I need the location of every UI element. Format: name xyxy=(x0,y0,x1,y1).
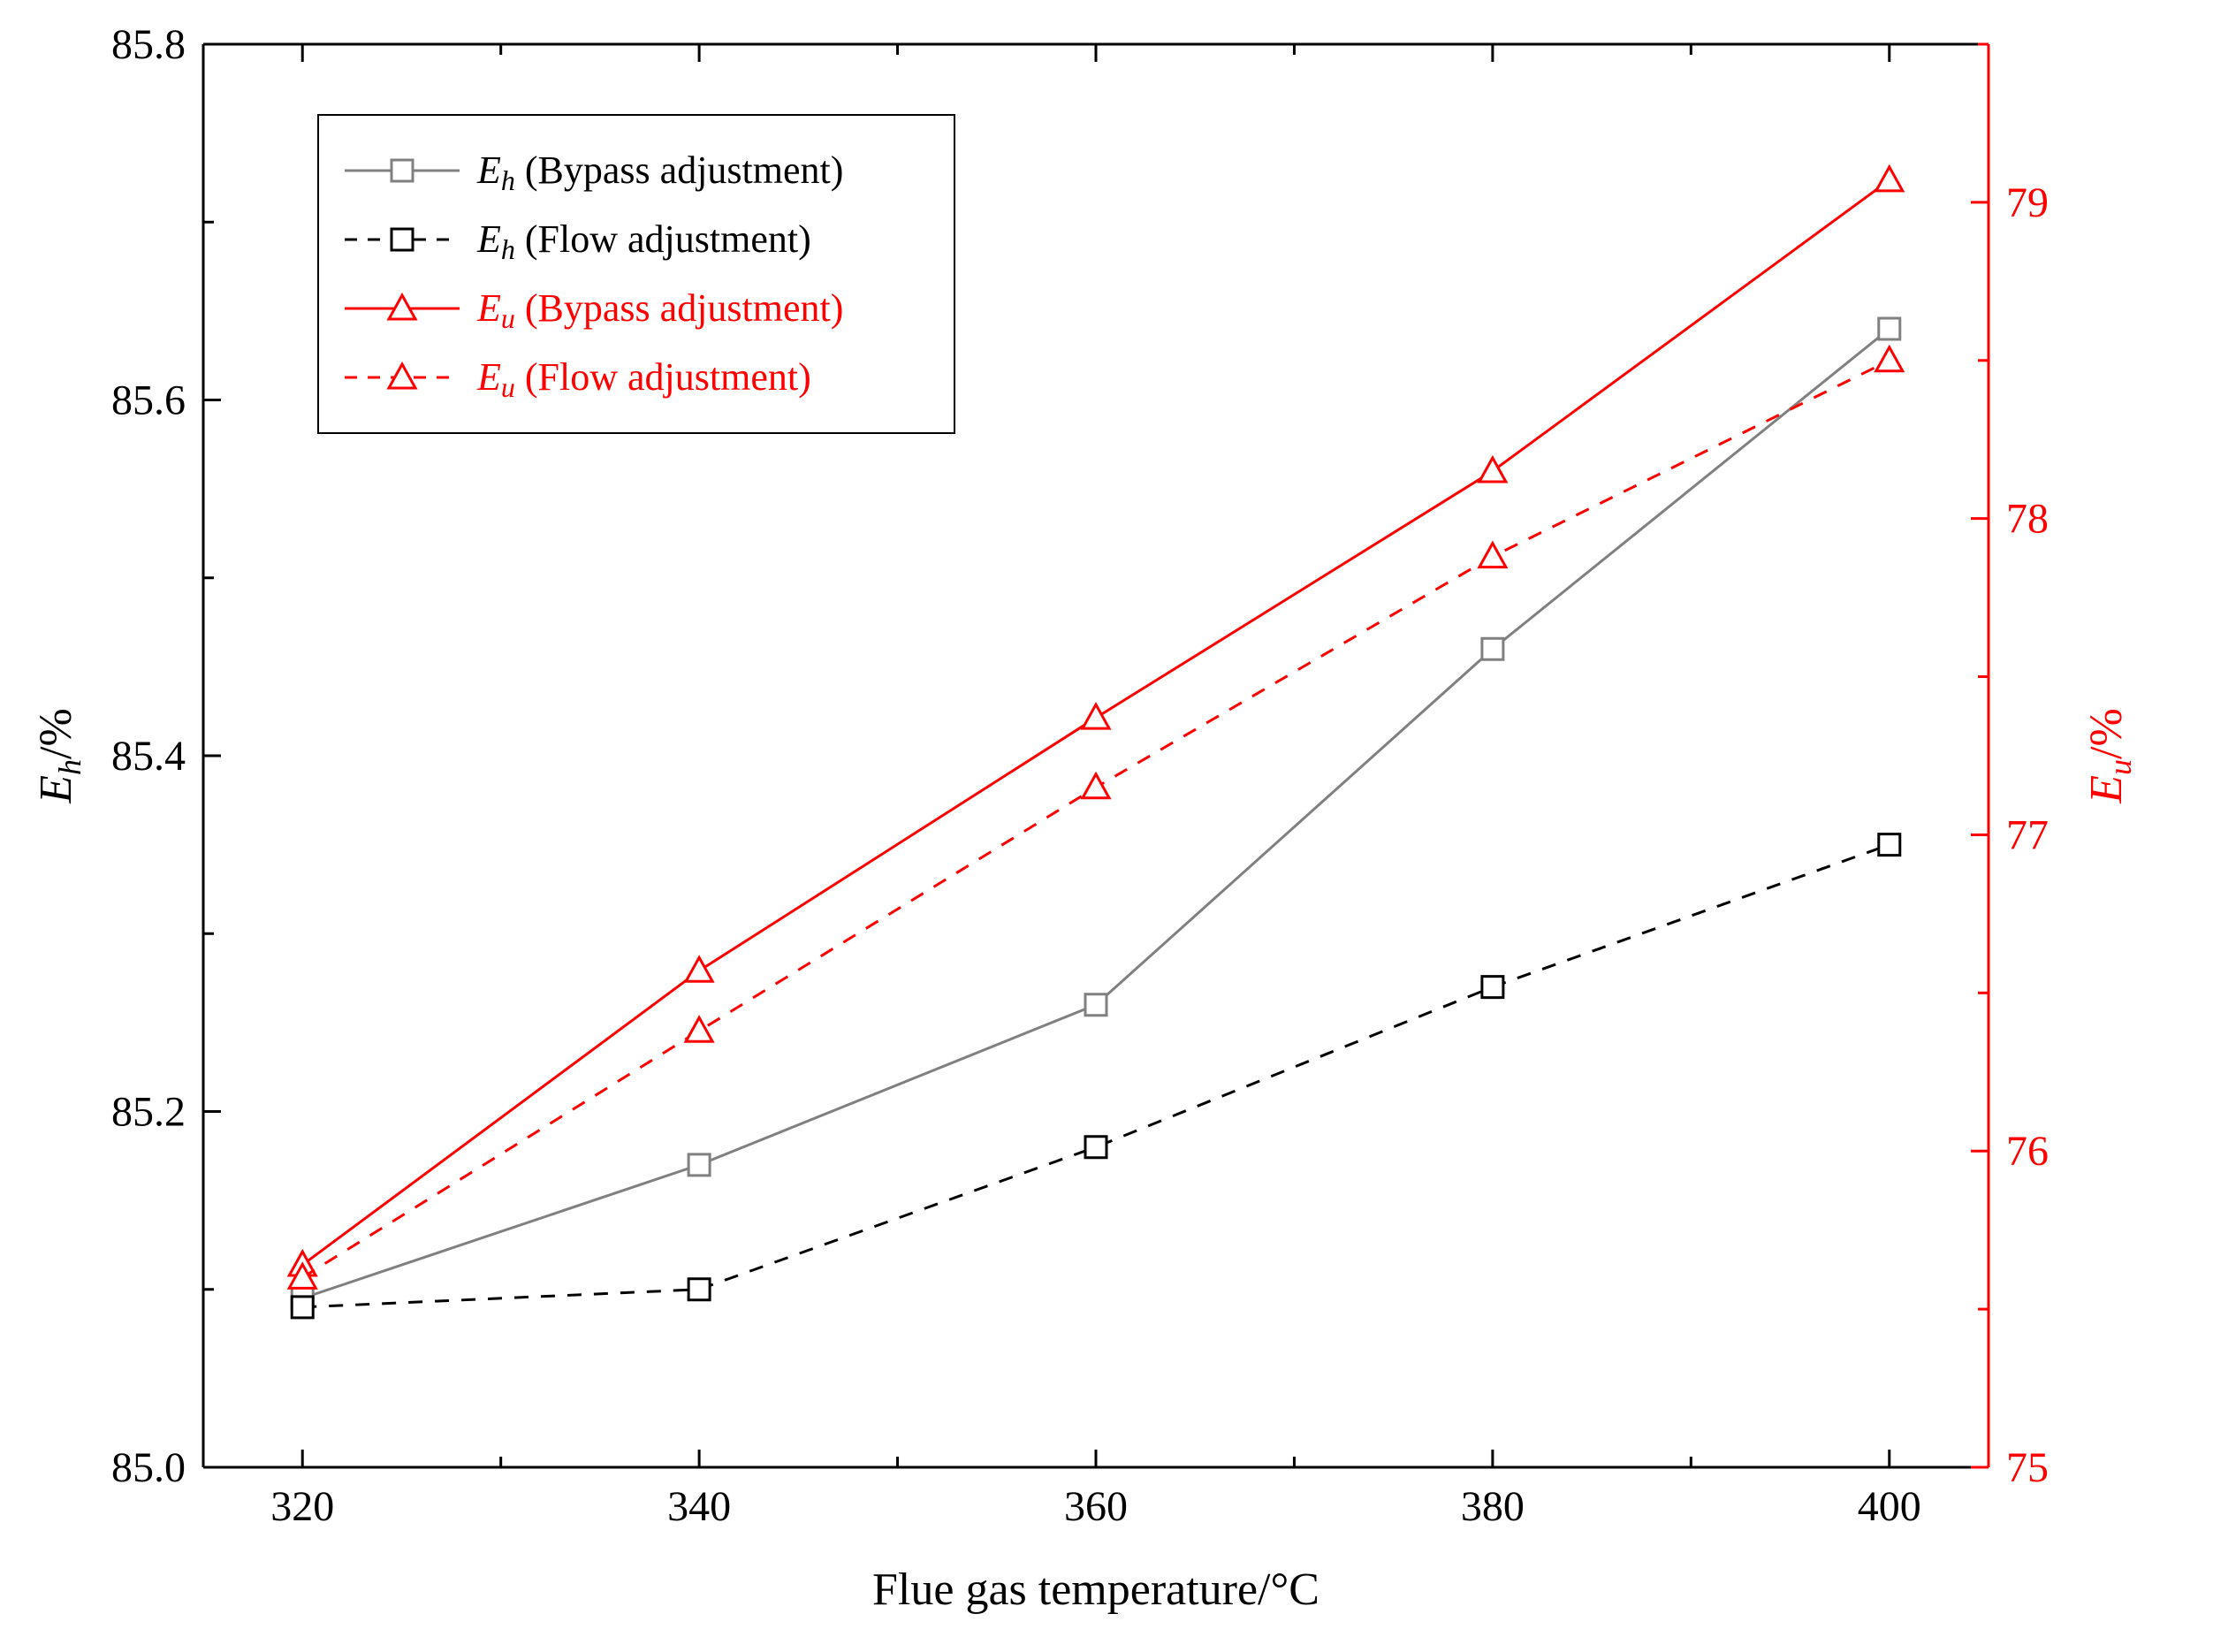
marker-square xyxy=(1879,834,1900,856)
marker-square xyxy=(292,1297,313,1318)
yr-tick-label: 77 xyxy=(2006,811,2049,858)
x-tick-label: 400 xyxy=(1858,1483,1921,1530)
yl-tick-label: 85.8 xyxy=(111,21,186,68)
x-tick-label: 340 xyxy=(667,1483,731,1530)
yl-tick-label: 85.2 xyxy=(111,1089,186,1136)
yl-tick-label: 85.4 xyxy=(111,733,186,780)
yl-tick-label: 85.6 xyxy=(111,377,186,424)
marker-square xyxy=(688,1279,710,1300)
x-tick-label: 360 xyxy=(1064,1483,1128,1530)
svg-text:Eh/%: Eh/% xyxy=(31,708,87,804)
svg-text:Eu/%: Eu/% xyxy=(2081,708,2138,804)
legend-label: Eh (Flow adjustment) xyxy=(476,217,811,265)
chart-container: 320 340 360 380 400 Flue gas temperature/°C 85… xyxy=(0,0,2213,1652)
marker-square xyxy=(392,229,413,250)
legend-label: Eh (Bypass adjustment) xyxy=(476,148,843,196)
yr-tick-label: 76 xyxy=(2006,1128,2049,1175)
legend-label: Eu (Bypass adjustment) xyxy=(476,286,843,334)
marker-square xyxy=(392,160,413,181)
marker-square xyxy=(1085,1137,1106,1158)
legend-label: Eu (Flow adjustment) xyxy=(476,355,811,403)
yl-tick-label: 85.0 xyxy=(111,1444,186,1491)
x-axis-title: Flue gas temperature/°C xyxy=(872,1564,1319,1615)
yr-tick-label: 75 xyxy=(2006,1444,2049,1491)
x-tick-label: 320 xyxy=(270,1483,334,1530)
x-tick-label: 380 xyxy=(1461,1483,1525,1530)
marker-square xyxy=(1482,977,1503,998)
marker-square xyxy=(688,1154,710,1176)
y-left-axis-title: Eh/% xyxy=(31,708,87,804)
yr-tick-label: 79 xyxy=(2006,179,2049,226)
y-right-axis-title: Eu/% xyxy=(2081,708,2138,804)
marker-square xyxy=(1879,318,1900,339)
marker-square xyxy=(1085,994,1106,1016)
chart-background xyxy=(0,0,2213,1652)
dual-axis-line-chart: 320 340 360 380 400 Flue gas temperature/°C 85… xyxy=(0,0,2213,1652)
marker-square xyxy=(1482,638,1503,659)
yr-tick-label: 78 xyxy=(2006,496,2049,543)
